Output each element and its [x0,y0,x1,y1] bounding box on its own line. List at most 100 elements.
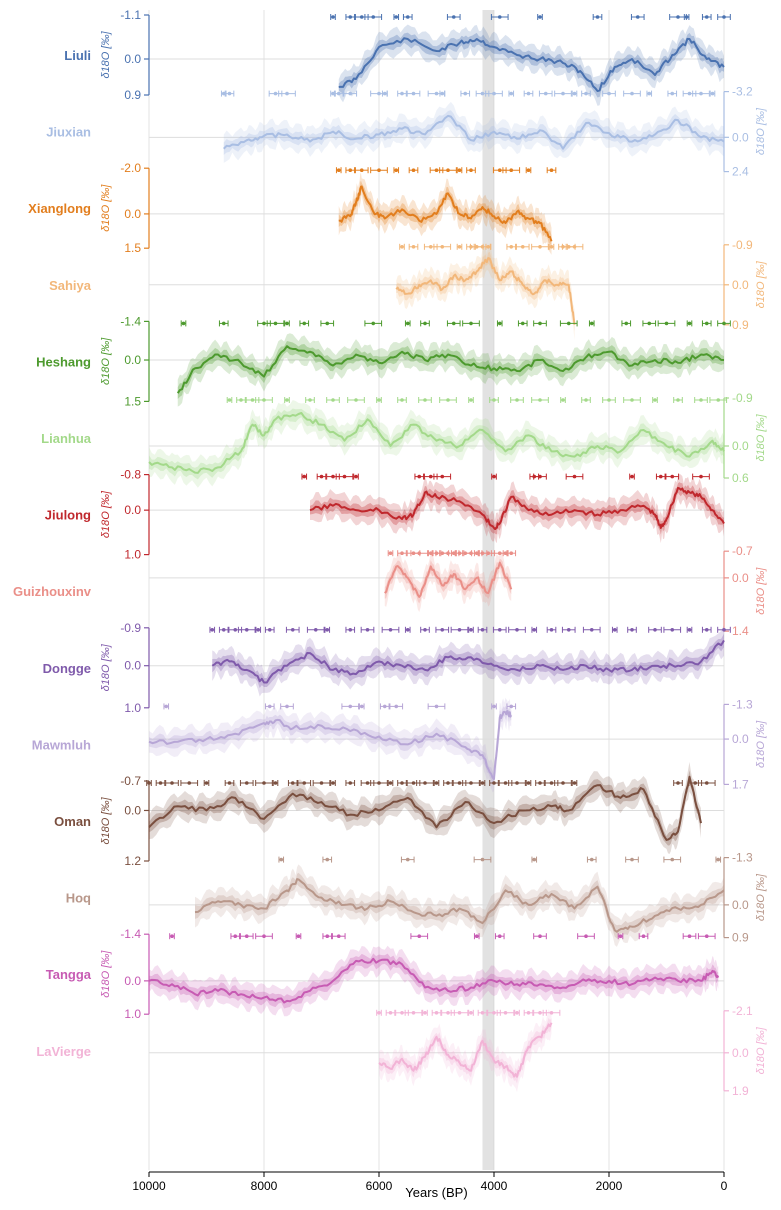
date-point [684,15,689,19]
date-point [359,704,364,709]
date-point [164,704,169,709]
y-tick-label: 0.0 [124,353,141,367]
confidence-band-inner [212,633,724,688]
date-point [388,781,393,785]
date-point [687,628,692,632]
date-point [687,321,692,326]
panel-jiulong: -0.8 0.0 1.0 δ18O [‰] Jiulong [45,468,725,562]
date-point [267,628,272,632]
date-point [325,321,330,326]
confidence-band-outer [177,333,724,407]
date-point [572,781,577,785]
date-point [308,398,312,402]
date-point [457,168,462,172]
date-point [693,781,698,785]
panel-oman: -0.7 0.0 1.2 δ18O [‰] Oman [54,761,724,868]
date-point [290,628,295,632]
date-point [584,934,588,938]
date-point [492,398,496,402]
date-point [446,551,450,555]
date-point [273,91,278,96]
date-point [532,857,537,862]
date-point [480,1011,485,1015]
series-line [223,114,725,150]
confidence-band-inner [223,110,724,155]
y-tick-label: 0.0 [124,503,141,517]
date-point [273,321,278,326]
date-point [526,781,531,785]
y-tick-label: 2.4 [732,165,749,179]
date-point [434,781,439,785]
date-point [451,321,456,326]
date-point [647,91,652,96]
date-point [244,934,249,938]
date-point [434,91,439,96]
date-point [520,321,525,326]
date-point [572,245,577,249]
date-point [233,628,238,632]
panel-guizhouxinv: -0.7 0.0 1.4 δ18O [‰] Guizhouxinv [13,544,767,638]
date-point [704,781,709,785]
date-point [630,628,634,632]
date-point [394,168,399,172]
confidence-band-inner [379,1017,552,1084]
site-label: Jiulong [45,508,91,523]
y-tick-label: -2.1 [732,1004,753,1018]
y-tick-label: 1.5 [124,394,141,408]
date-point [342,474,347,479]
x-tick-label: 10000 [132,1179,166,1193]
date-point [400,1011,404,1015]
y-tick-label: 0.0 [124,207,141,221]
site-label: Oman [54,814,91,829]
series-line [148,412,725,474]
series-line [194,878,725,933]
date-point [440,245,445,249]
date-point [630,91,634,96]
date-point [469,551,473,555]
y-tick-label: 0.6 [732,471,749,485]
date-point [503,781,508,785]
date-point [423,321,427,326]
event-band-layer [482,10,494,1170]
panel-xianglong: -2.0 0.0 1.5 δ18O [‰] Xianglong [28,161,724,255]
date-point [710,91,715,96]
date-point [434,1011,439,1015]
date-point [359,15,364,19]
series-line [338,185,553,242]
y-axis-unit: δ18O [‰] [100,797,112,845]
series-line [384,561,513,598]
date-point [526,1011,531,1015]
date-point [400,398,404,402]
date-point [239,398,243,402]
date-point [561,398,565,402]
confidence-band-inner [396,251,575,332]
date-point [538,474,542,479]
date-point [325,857,330,862]
date-point [331,781,335,785]
date-point [566,321,571,326]
date-point [515,781,519,785]
y-axis-unit: δ18O [‰] [100,950,112,998]
date-point [538,781,542,785]
date-point [480,857,485,862]
date-point [572,474,577,479]
date-point [716,398,721,402]
y-tick-label: 1.7 [732,777,749,791]
y-tick-label: -0.9 [120,621,141,635]
date-point [676,398,680,402]
y-tick-label: 1.9 [732,1084,749,1098]
date-point [158,781,163,785]
date-point [411,1011,416,1015]
date-point [446,168,450,172]
confidence-band-outer [212,625,724,697]
date-point [319,781,324,785]
date-point [285,704,289,709]
y-tick-label: 0.0 [732,732,749,746]
panel-jiuxian: -3.2 0.0 2.4 δ18O [‰] Jiuxian [46,85,767,179]
date-point [348,704,353,709]
date-point [377,168,381,172]
date-point [331,474,335,479]
date-point [457,1011,462,1015]
date-point [428,245,433,249]
